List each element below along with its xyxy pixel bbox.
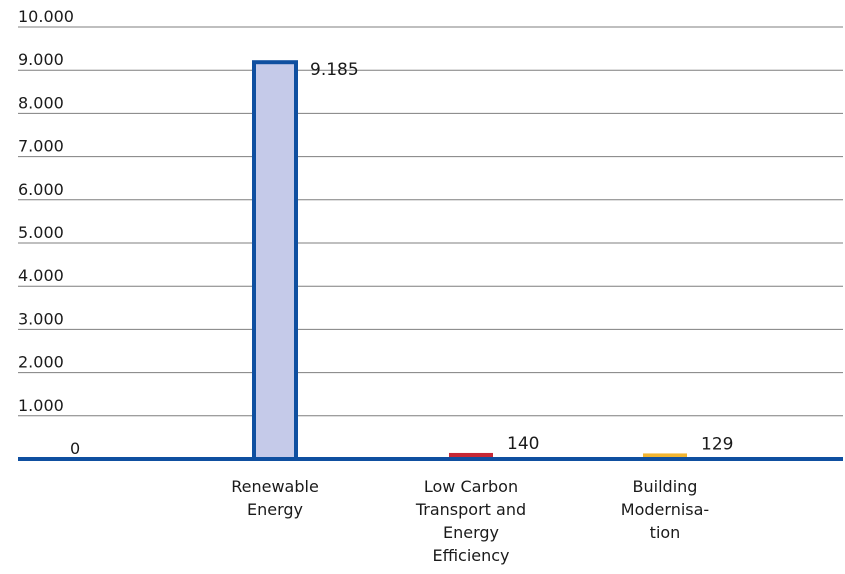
bar	[643, 453, 687, 459]
y-tick-label: 1.000	[18, 396, 64, 415]
bars	[252, 60, 687, 461]
category-labels: Renewable Energy Low Carbon Transport and En…	[231, 477, 709, 565]
bar	[449, 452, 493, 459]
grid-lines	[18, 26, 843, 417]
y-tick-label: 7.000	[18, 137, 64, 156]
y-tick-label: 10.000	[18, 7, 74, 26]
category-label: Building Modernisa-tion	[621, 477, 709, 542]
y-tick-label: 0	[70, 439, 80, 458]
y-tick-label: 4.000	[18, 266, 64, 285]
y-tick-label: 2.000	[18, 353, 64, 372]
value-labels: 9.185 140 129	[310, 60, 733, 454]
y-tick-label: 5.000	[18, 223, 64, 242]
y-tick-label: 3.000	[18, 309, 64, 328]
y-tick-label: 9.000	[18, 50, 64, 69]
value-label: 140	[507, 434, 539, 454]
value-label: 129	[701, 434, 733, 454]
value-label: 9.185	[310, 60, 359, 80]
y-tick-label: 6.000	[18, 180, 64, 199]
category-label: Renewable Energy	[231, 477, 319, 519]
bar	[252, 60, 298, 461]
y-tick-label: 8.000	[18, 93, 64, 112]
y-axis-tick-labels: 0 1.000 2.000 3.000 4.000 5.000 6.000 7.000 8.00…	[18, 7, 80, 458]
category-label: Low Carbon Transport and Energy Efficiency	[415, 477, 526, 565]
